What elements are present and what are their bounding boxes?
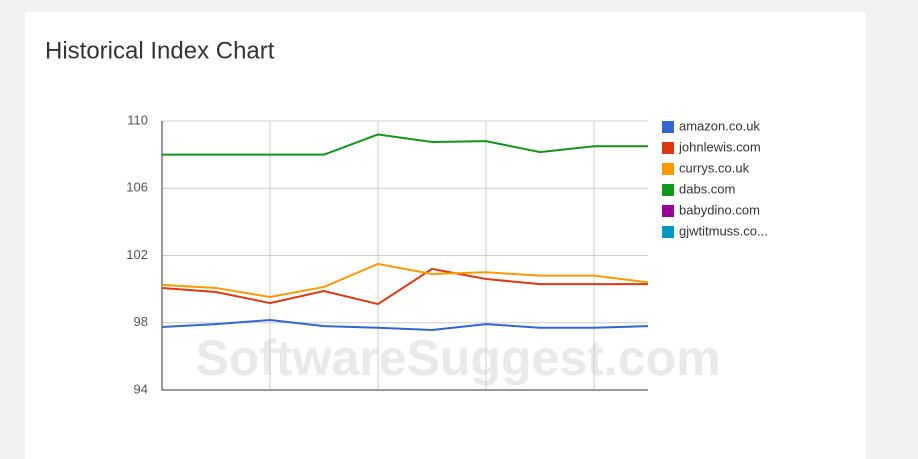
legend-swatch [662,142,674,154]
legend-label: currys.co.uk [679,160,750,175]
y-tick-label: 106 [126,180,148,195]
chart-title: Historical Index Chart [45,37,275,64]
series-line [161,319,649,331]
y-tick-label: 102 [126,247,148,262]
y-tick-label: 98 [134,314,148,329]
series-line [161,267,648,306]
legend-label: gjwtitmuss.co... [679,223,768,238]
y-tick-label: 94 [134,381,148,396]
series-line [162,133,648,156]
legend-label: dabs.com [679,181,735,196]
legend-swatch [662,226,674,238]
legend-label: babydino.com [679,202,760,217]
legend-swatch [662,163,674,175]
legend-label: amazon.co.uk [679,118,760,133]
y-tick-label: 110 [127,112,148,127]
watermark: SoftwareSuggest.com [195,330,720,386]
legend-swatch [662,121,674,133]
series-line [161,262,649,299]
legend-swatch [662,205,674,217]
card [25,12,866,459]
legend-swatch [662,184,674,196]
legend-label: johnlewis.com [678,139,761,154]
